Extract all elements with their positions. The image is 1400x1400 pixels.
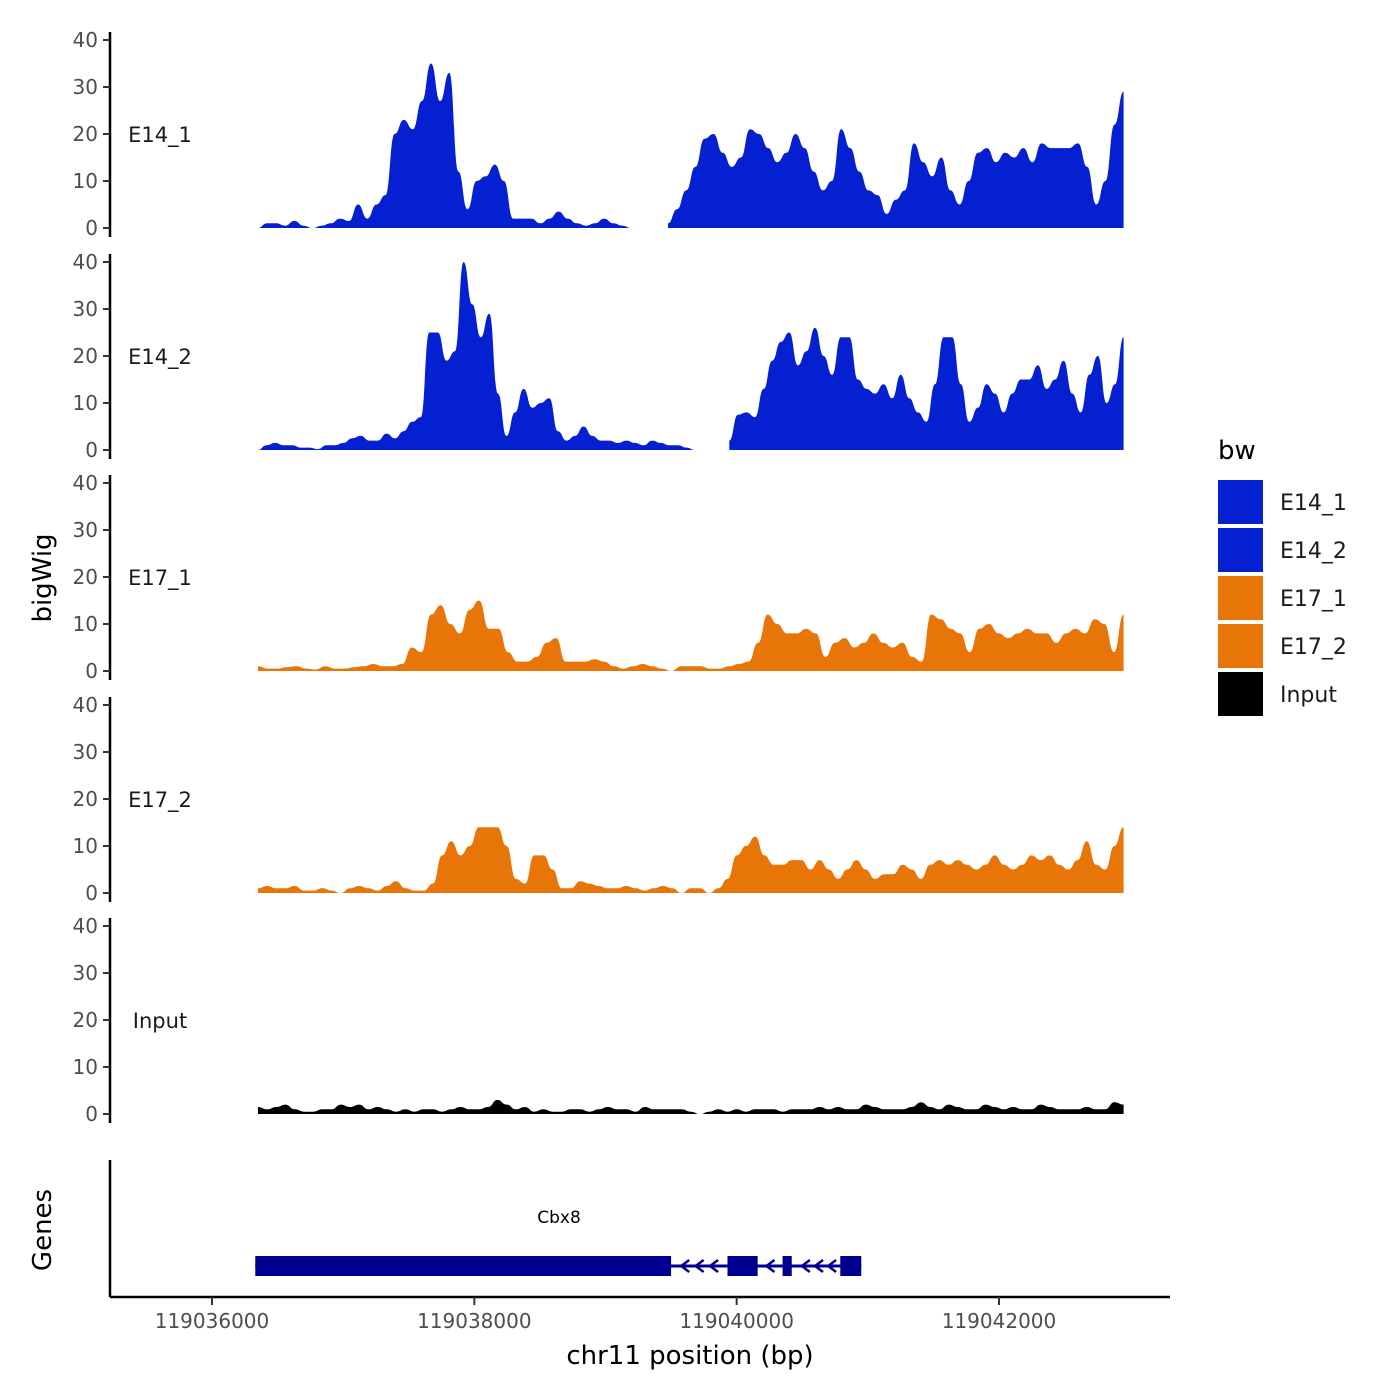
- panel-label: Input: [133, 1009, 187, 1033]
- y-tick-label: 40: [73, 250, 98, 274]
- y-tick-label: 20: [73, 1008, 98, 1032]
- genes-panel: Cbx8: [108, 1160, 862, 1297]
- panel-e14-2: 0 10 20 30 40 E14_2: [73, 250, 1124, 462]
- y-tick-label: 40: [73, 471, 98, 495]
- y-tick-label: 20: [73, 787, 98, 811]
- y-tick-label: 30: [73, 75, 98, 99]
- panel-e17-1: 0 10 20 30 40 E17_1: [73, 471, 1124, 683]
- genes-axis-title: Genes: [28, 1189, 58, 1271]
- gene-exon-2: [727, 1256, 758, 1276]
- gene-exon-1: [255, 1256, 672, 1276]
- strand-arrow-icon: [764, 1259, 776, 1273]
- y-tick-label: 20: [73, 122, 98, 146]
- x-tick-label: 119040000: [679, 1309, 794, 1333]
- legend-key-e17-1: [1218, 576, 1263, 620]
- gene-exon-4: [840, 1256, 862, 1276]
- y-axis-title: bigWig: [28, 533, 58, 622]
- track-panels: 0 10 20 30 40 E14_1 0 10 20 30 40 E14_2 0 10 20 30 40 E17…: [73, 28, 1124, 1126]
- y-tick-label: 30: [73, 297, 98, 321]
- y-tick-label: 30: [73, 961, 98, 985]
- panel-label: E14_1: [128, 123, 192, 148]
- legend-key-input: [1218, 672, 1263, 716]
- legend-label: Input: [1280, 683, 1337, 708]
- x-axis-title: chr11 position (bp): [566, 1341, 813, 1371]
- x-tick-label: 119036000: [155, 1309, 270, 1333]
- y-tick-label: 30: [73, 740, 98, 764]
- gene-exon-3: [782, 1256, 792, 1276]
- area-e17-1-segment-1: [257, 600, 1124, 671]
- y-tick-label: 0: [85, 881, 98, 905]
- legend-label: E17_1: [1280, 587, 1347, 612]
- strand-arrow-icon: [679, 1259, 690, 1273]
- y-tick-label: 10: [73, 169, 98, 193]
- y-tick-label: 0: [85, 438, 98, 462]
- legend-label: E14_1: [1280, 491, 1347, 516]
- panel-input: 0 10 20 30 40 Input: [73, 914, 1124, 1126]
- panel-label: E17_1: [128, 566, 192, 591]
- x-tick-label: 119038000: [417, 1309, 532, 1333]
- area-e14-1-segment-2: [668, 91, 1124, 228]
- y-tick-label: 0: [85, 1102, 98, 1126]
- x-axis: 119036000 119038000 119040000 119042000: [110, 1295, 1170, 1333]
- strand-arrow-icon: [799, 1259, 811, 1273]
- y-tick-label: 30: [73, 518, 98, 542]
- y-tick-label: 0: [85, 216, 98, 240]
- strand-arrow-icon: [693, 1259, 705, 1273]
- area-e14-2-segment-2: [729, 327, 1124, 450]
- y-tick-label: 20: [73, 344, 98, 368]
- legend-label: E17_2: [1280, 635, 1347, 660]
- y-tick-label: 40: [73, 693, 98, 717]
- y-tick-label: 20: [73, 565, 98, 589]
- panel-label: E14_2: [128, 345, 192, 370]
- legend-key-e17-2: [1218, 624, 1263, 668]
- panel-e14-1: 0 10 20 30 40 E14_1: [73, 28, 1124, 240]
- strand-arrow-icon: [707, 1259, 719, 1273]
- y-tick-label: 0: [85, 659, 98, 683]
- y-tick-label: 10: [73, 1055, 98, 1079]
- x-tick-label: 119042000: [942, 1309, 1057, 1333]
- strand-arrow-icon: [826, 1259, 837, 1273]
- y-tick-label: 10: [73, 612, 98, 636]
- panel-label: E17_2: [128, 788, 192, 813]
- y-tick-label: 10: [73, 391, 98, 415]
- panel-e17-2: 0 10 20 30 40 E17_2: [73, 693, 1124, 905]
- legend: bw E14_1 E14_2 E17_1 E17_2 Input: [1218, 436, 1347, 716]
- legend-label: E14_2: [1280, 539, 1347, 564]
- legend-title: bw: [1218, 436, 1256, 466]
- y-tick-label: 40: [73, 28, 98, 52]
- legend-key-e14-1: [1218, 480, 1263, 524]
- gene-name-label: Cbx8: [537, 1208, 581, 1228]
- area-input-segment-1: [257, 1099, 1124, 1114]
- strand-arrow-icon: [812, 1259, 824, 1273]
- y-tick-label: 40: [73, 914, 98, 938]
- y-tick-label: 10: [73, 834, 98, 858]
- area-e14-1-segment-1: [257, 63, 632, 228]
- area-e17-2-segment-1: [257, 827, 1124, 893]
- legend-key-e14-2: [1218, 528, 1263, 572]
- area-e14-2-segment-1: [257, 262, 695, 450]
